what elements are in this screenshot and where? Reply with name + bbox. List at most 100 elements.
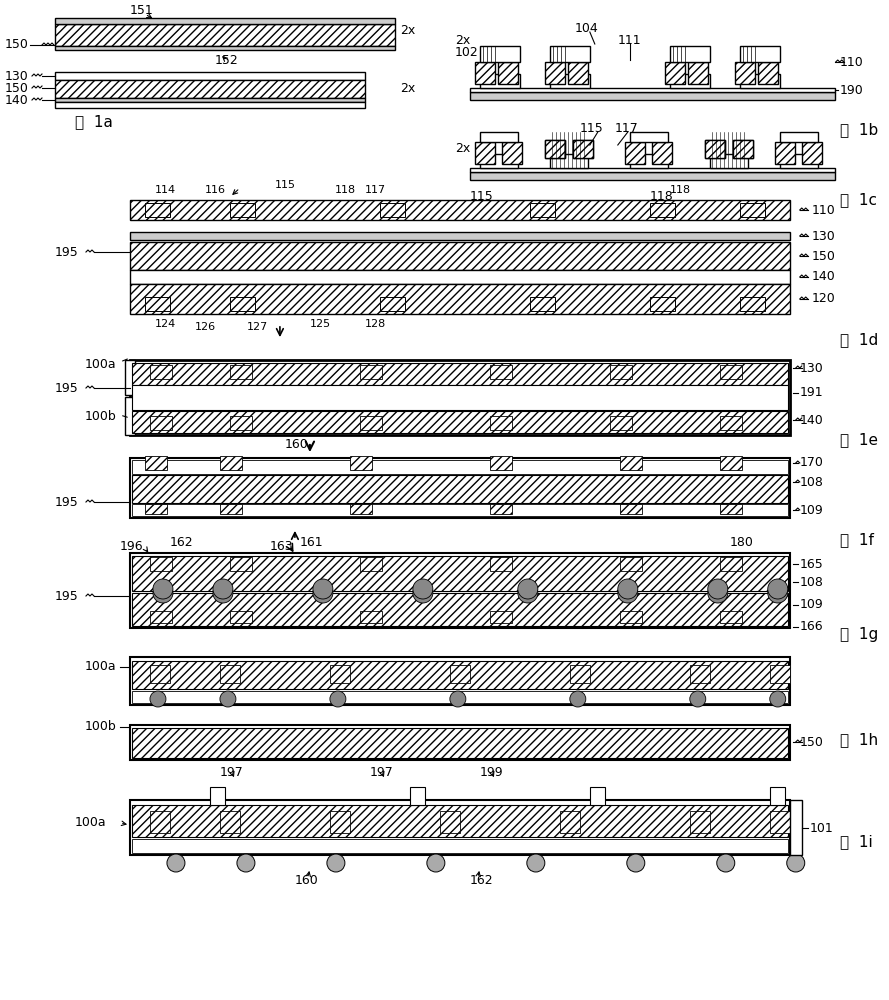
Text: 170: 170: [800, 456, 823, 470]
Text: 191: 191: [800, 386, 823, 399]
Bar: [669, 74, 709, 88]
Circle shape: [517, 579, 538, 599]
Bar: [589, 787, 605, 805]
Bar: [475, 142, 495, 164]
Bar: [220, 811, 240, 833]
Bar: [530, 297, 555, 311]
Text: 100b: 100b: [85, 720, 116, 734]
Bar: [55, 18, 395, 24]
Bar: [720, 611, 741, 623]
Text: 160: 160: [284, 438, 308, 452]
Bar: [573, 140, 593, 158]
Bar: [470, 92, 835, 100]
Text: 2x: 2x: [455, 141, 470, 154]
Text: 图  1f: 图 1f: [840, 532, 874, 548]
Circle shape: [708, 583, 728, 603]
Bar: [720, 456, 741, 470]
Bar: [735, 62, 755, 84]
Circle shape: [327, 854, 345, 872]
Bar: [125, 397, 135, 435]
Bar: [480, 154, 517, 168]
Circle shape: [167, 854, 185, 872]
Bar: [498, 62, 517, 84]
Text: 109: 109: [800, 598, 823, 611]
Text: 124: 124: [155, 319, 176, 329]
Bar: [230, 611, 252, 623]
Text: 109: 109: [800, 504, 823, 516]
Text: 图  1g: 图 1g: [840, 628, 878, 643]
Bar: [130, 284, 789, 314]
Bar: [690, 665, 709, 683]
Bar: [132, 691, 788, 703]
Circle shape: [517, 583, 538, 603]
Text: 162: 162: [170, 536, 194, 550]
Bar: [150, 611, 172, 623]
Bar: [650, 203, 675, 217]
Text: 152: 152: [215, 54, 238, 67]
Bar: [230, 557, 252, 571]
Bar: [740, 74, 780, 88]
Bar: [688, 62, 708, 84]
Text: 150: 150: [800, 736, 823, 748]
Circle shape: [717, 854, 735, 872]
Text: 125: 125: [310, 319, 331, 329]
Text: 图  1c: 图 1c: [840, 192, 877, 208]
Bar: [490, 456, 512, 470]
Bar: [780, 132, 818, 142]
Circle shape: [412, 579, 433, 599]
Bar: [55, 98, 364, 102]
Bar: [490, 365, 512, 379]
Text: 114: 114: [155, 185, 176, 195]
Text: 197: 197: [370, 766, 394, 778]
Circle shape: [153, 579, 173, 599]
Bar: [130, 800, 789, 855]
Bar: [350, 456, 372, 470]
Bar: [440, 811, 460, 833]
Bar: [549, 154, 588, 168]
Bar: [380, 297, 404, 311]
Bar: [740, 297, 765, 311]
Text: 160: 160: [295, 874, 318, 886]
Bar: [770, 665, 789, 683]
Text: 图  1b: 图 1b: [840, 122, 878, 137]
Bar: [145, 297, 170, 311]
Bar: [705, 140, 725, 158]
Bar: [132, 839, 788, 853]
Text: 151: 151: [130, 3, 154, 16]
Bar: [150, 665, 170, 683]
Bar: [480, 74, 520, 88]
Bar: [130, 553, 789, 628]
Bar: [230, 203, 255, 217]
Bar: [130, 725, 789, 760]
Circle shape: [787, 854, 805, 872]
Bar: [145, 456, 167, 470]
Text: 101: 101: [810, 822, 834, 834]
Bar: [150, 811, 170, 833]
Text: 130: 130: [5, 70, 28, 83]
Text: 140: 140: [800, 414, 823, 426]
Bar: [330, 665, 350, 683]
Circle shape: [570, 691, 586, 707]
Text: 195: 195: [55, 381, 79, 394]
Circle shape: [220, 691, 236, 707]
Bar: [490, 611, 512, 623]
Bar: [720, 365, 741, 379]
Bar: [130, 200, 789, 220]
Text: 150: 150: [5, 82, 28, 95]
Text: 2x: 2x: [400, 82, 415, 95]
Text: 115: 115: [580, 121, 604, 134]
Bar: [629, 132, 668, 142]
Text: 150: 150: [812, 249, 836, 262]
Bar: [380, 203, 404, 217]
Bar: [150, 416, 172, 430]
Bar: [55, 46, 395, 50]
Bar: [650, 297, 675, 311]
Bar: [490, 416, 512, 430]
Text: 163: 163: [270, 540, 293, 554]
Text: 115: 115: [275, 180, 296, 190]
Text: 120: 120: [812, 292, 836, 306]
Text: 180: 180: [730, 536, 754, 550]
Circle shape: [450, 691, 466, 707]
Bar: [132, 504, 788, 516]
Bar: [568, 62, 588, 84]
